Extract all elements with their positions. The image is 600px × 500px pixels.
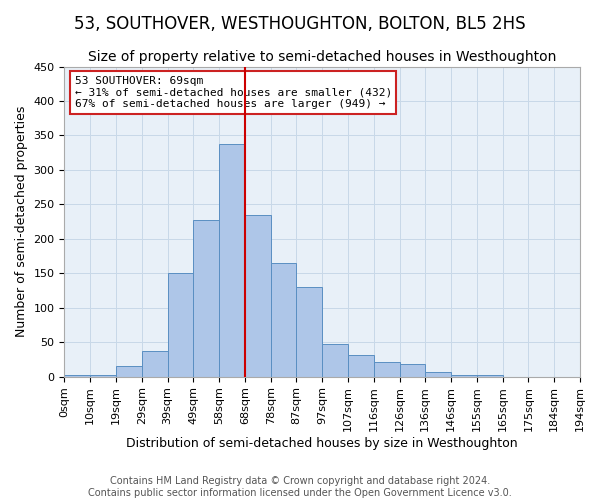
Bar [245,216,271,376]
Bar [219,144,245,376]
Bar [425,372,451,376]
Bar [400,364,425,376]
Bar [193,220,219,376]
Bar [167,274,193,376]
Text: 53 SOUTHOVER: 69sqm
← 31% of semi-detached houses are smaller (432)
67% of semi-: 53 SOUTHOVER: 69sqm ← 31% of semi-detach… [75,76,392,109]
Bar [296,287,322,376]
Bar [271,263,296,376]
Bar [322,344,348,376]
Text: Contains HM Land Registry data © Crown copyright and database right 2024.
Contai: Contains HM Land Registry data © Crown c… [88,476,512,498]
Y-axis label: Number of semi-detached properties: Number of semi-detached properties [15,106,28,338]
Text: 53, SOUTHOVER, WESTHOUGHTON, BOLTON, BL5 2HS: 53, SOUTHOVER, WESTHOUGHTON, BOLTON, BL5… [74,15,526,33]
Bar [348,354,374,376]
Bar [374,362,400,376]
X-axis label: Distribution of semi-detached houses by size in Westhoughton: Distribution of semi-detached houses by … [127,437,518,450]
Bar [142,351,167,376]
Title: Size of property relative to semi-detached houses in Westhoughton: Size of property relative to semi-detach… [88,50,556,64]
Bar [116,366,142,376]
